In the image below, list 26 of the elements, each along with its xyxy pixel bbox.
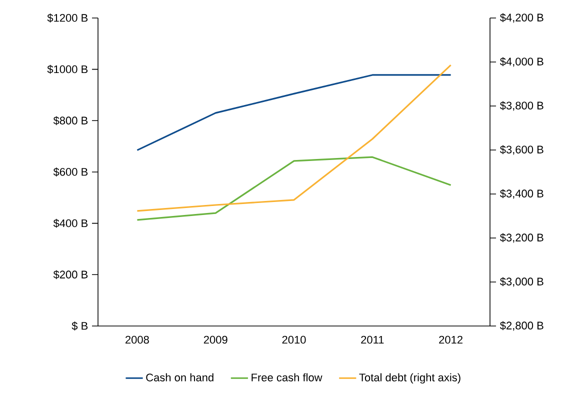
x-tick-label: 2011 — [361, 336, 384, 344]
y-tick-label: $400 B — [53, 218, 88, 228]
y-tick-label: $600 B — [53, 168, 88, 176]
y-tick-label: $200 B — [53, 270, 88, 280]
legend-label: Total debt (right axis) — [359, 373, 460, 384]
line-series — [136, 64, 452, 212]
y2-tick-label: $3,200 B — [500, 233, 544, 243]
y2-tick-label: $3,000 B — [500, 277, 544, 287]
y-tick-label: $800 B — [53, 116, 88, 126]
line-series — [136, 74, 452, 151]
y-tick-label: $1200 B — [47, 14, 88, 22]
legend-label: Free cash flow — [252, 373, 322, 382]
y2-tick-label: $3,600 B — [500, 145, 544, 155]
y-tick-label: $1000 B — [47, 64, 88, 74]
y2-tick-label: $4,200 B — [500, 13, 544, 23]
x-tick-label: 2010 — [282, 336, 306, 344]
y2-tick-label: $2,800 B — [500, 321, 544, 331]
y2-tick-label: $4,000 B — [500, 57, 544, 67]
y-tick-label: $ B — [72, 322, 88, 330]
x-tick-label: 2008 — [126, 336, 149, 344]
legend-label: Cash on hand — [146, 373, 214, 382]
x-tick-label: 2012 — [439, 336, 462, 344]
line-series — [136, 156, 452, 221]
x-tick-label: 2009 — [204, 336, 228, 344]
y2-tick-label: $3,800 B — [500, 101, 544, 111]
y2-tick-label: $3,400 B — [500, 189, 544, 199]
